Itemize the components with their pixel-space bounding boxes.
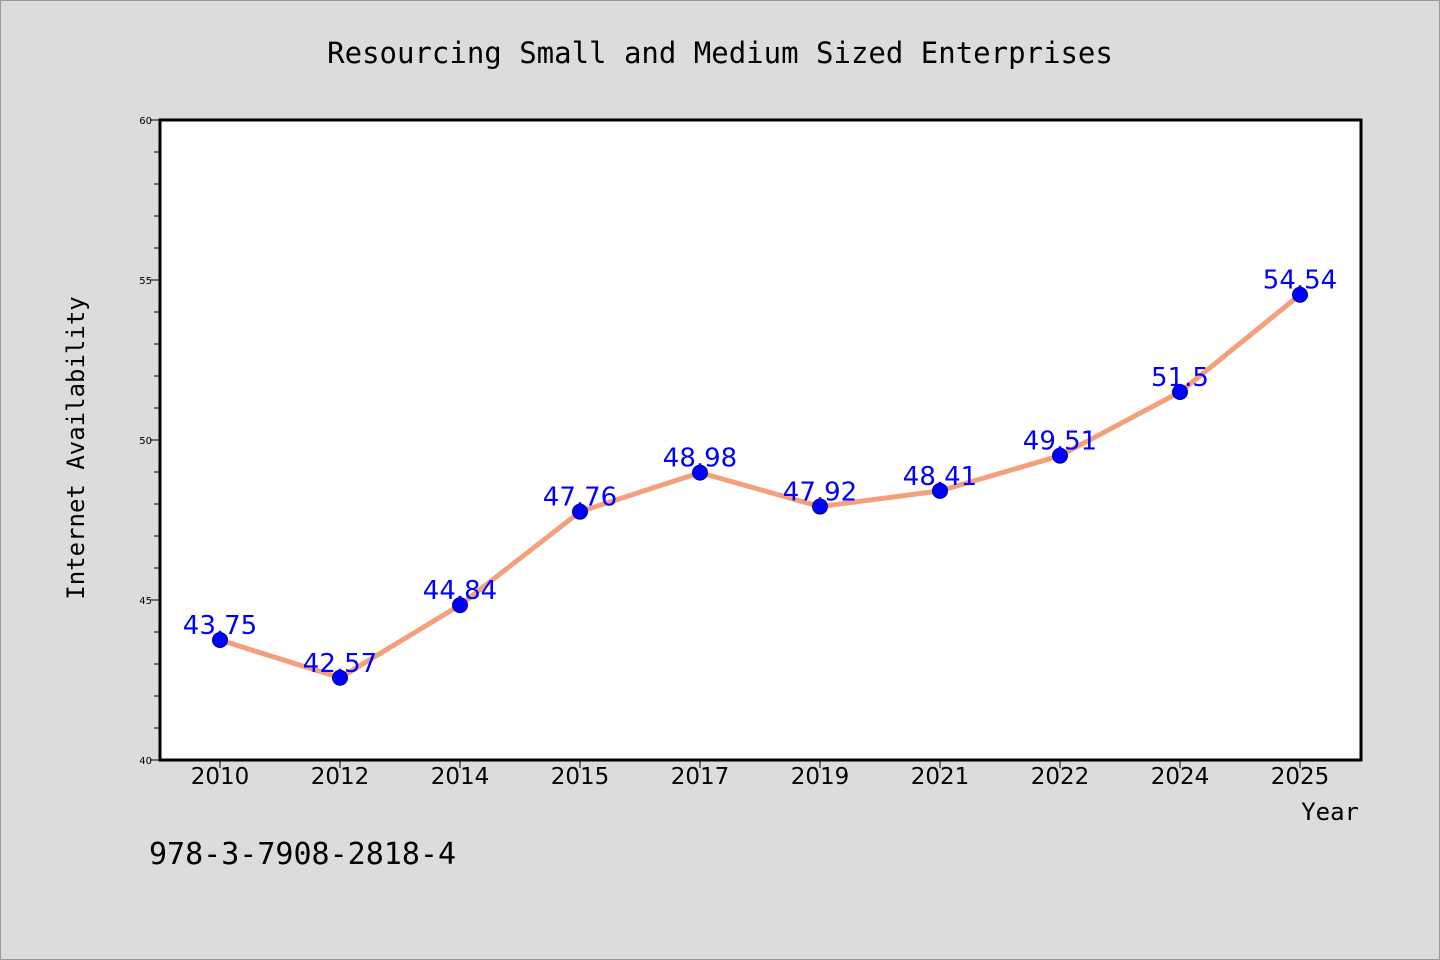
y-tick-label: 55 xyxy=(139,276,152,287)
data-point xyxy=(932,482,948,499)
y-tick-label: 45 xyxy=(139,596,152,607)
data-point xyxy=(812,498,828,515)
data-point xyxy=(1052,447,1068,464)
x-axis-label: Year xyxy=(1301,798,1359,826)
data-label: 48.98 xyxy=(663,444,737,474)
x-tick-label: 2014 xyxy=(431,764,490,790)
data-label: 54.54 xyxy=(1263,266,1337,296)
x-tick-label: 2010 xyxy=(191,764,250,790)
data-label: 47.76 xyxy=(543,483,617,513)
data-label: 48.41 xyxy=(903,462,977,492)
x-tick-label: 2019 xyxy=(791,764,850,790)
x-tick-label: 2021 xyxy=(911,764,970,790)
chart-title: Resourcing Small and Medium Sized Enterp… xyxy=(327,36,1113,70)
series-line xyxy=(217,292,1303,681)
x-tick-label: 2024 xyxy=(1151,764,1210,790)
data-point xyxy=(1172,384,1188,400)
x-tick-label: 2015 xyxy=(551,764,610,790)
x-tick-label: 2025 xyxy=(1271,764,1330,790)
y-axis-ticks: 40 45 50 55 60 xyxy=(139,116,160,767)
data-label: 47.92 xyxy=(783,478,857,508)
y-tick-label: 50 xyxy=(139,436,152,447)
x-axis-ticks: 2010 2012 2014 2015 2017 2019 2021 2022 2024 2025 xyxy=(191,760,1330,790)
y-tick-label: 40 xyxy=(139,756,152,767)
y-tick-label: 60 xyxy=(139,116,152,127)
data-label: 42.57 xyxy=(303,649,377,679)
data-point xyxy=(572,503,588,520)
x-tick-label: 2022 xyxy=(1031,764,1090,790)
data-label: 43.75 xyxy=(183,611,257,641)
data-point xyxy=(212,632,228,648)
data-point xyxy=(332,669,348,686)
data-label: 51.5 xyxy=(1151,363,1209,393)
footnote-isbn: 978-3-7908-2818-4 xyxy=(149,837,456,872)
y-axis-label: Internet Availability xyxy=(62,296,90,599)
data-markers xyxy=(212,286,1308,686)
plot-area xyxy=(160,120,1361,760)
data-labels: 43.75 42.57 44.84 47.76 48.98 47.92 48.41 49.51… xyxy=(183,266,1337,679)
x-tick-label: 2012 xyxy=(311,764,370,790)
x-tick-label: 2017 xyxy=(671,764,730,790)
data-point xyxy=(452,597,468,614)
plot-border xyxy=(158,118,1363,762)
data-point xyxy=(692,464,708,481)
data-point xyxy=(1292,286,1308,303)
data-label: 49.51 xyxy=(1023,427,1097,457)
data-label: 44.84 xyxy=(423,576,497,606)
